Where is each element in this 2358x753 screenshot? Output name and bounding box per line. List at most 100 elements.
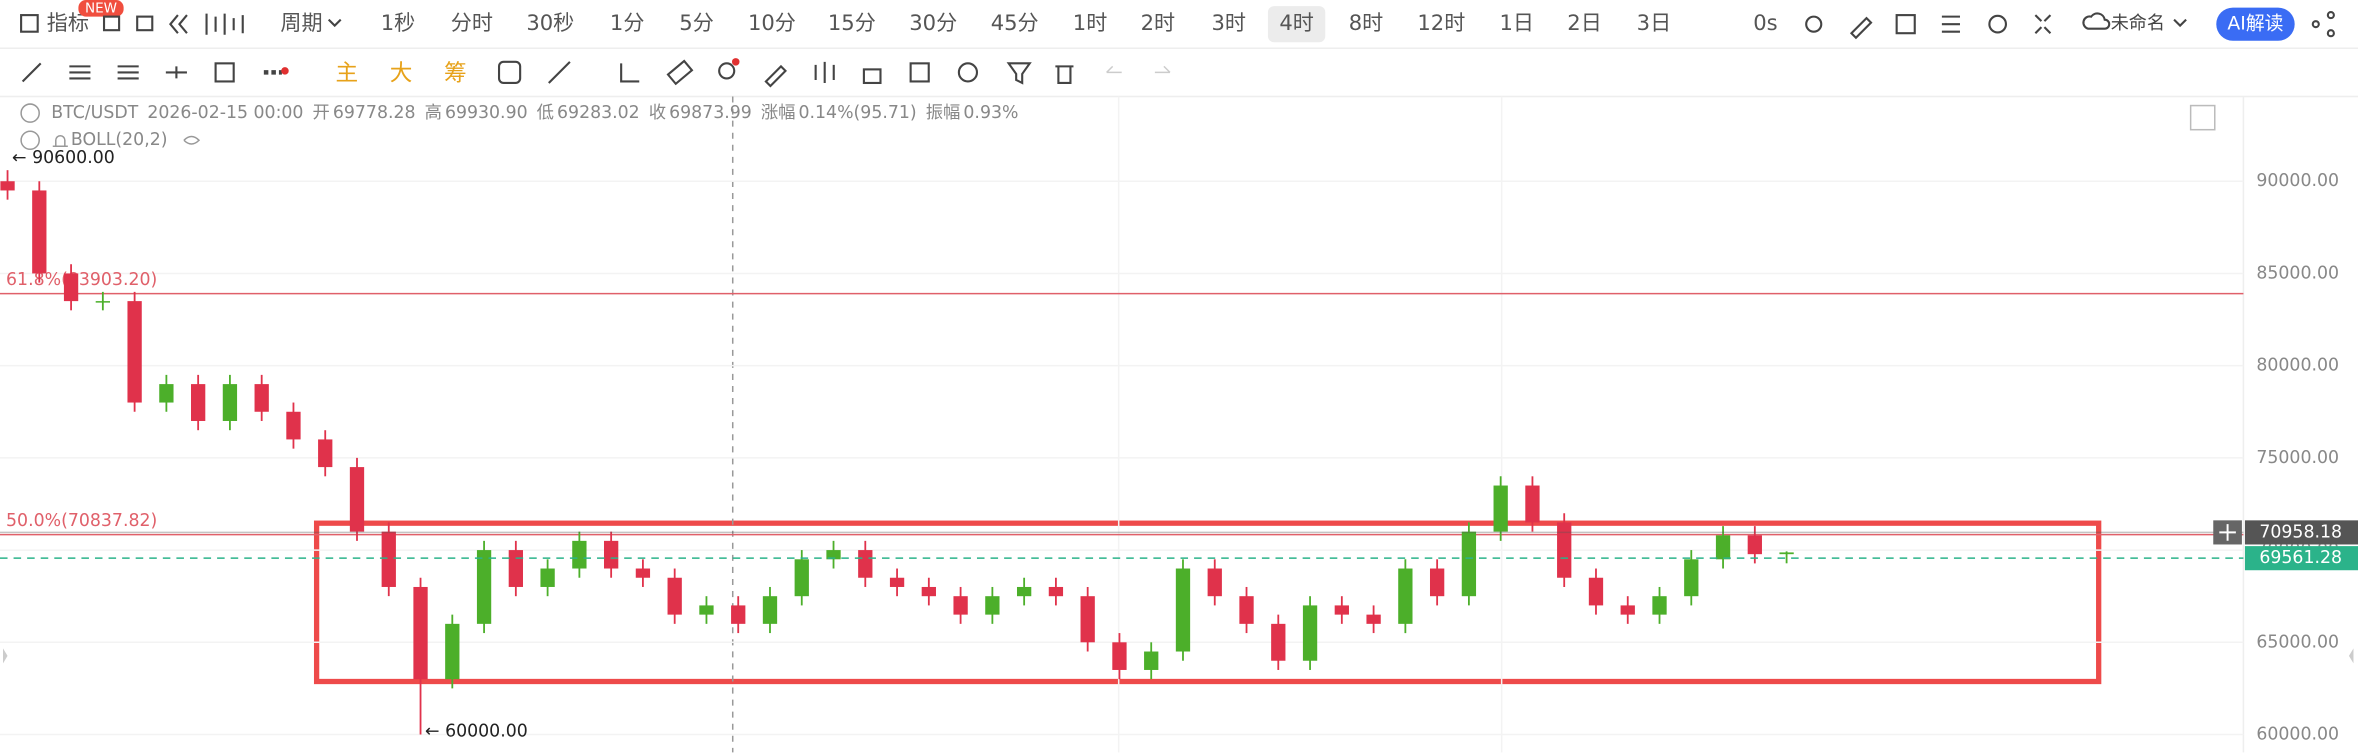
- interval-button[interactable]: 3日: [1637, 10, 1672, 35]
- icon[interactable]: [2034, 14, 2052, 34]
- period-button[interactable]: 周期: [280, 10, 322, 35]
- undo-icon[interactable]: [1106, 65, 1122, 74]
- interval-button[interactable]: 1时: [1073, 10, 1108, 35]
- tool-icon[interactable]: [862, 68, 882, 85]
- icon[interactable]: [2326, 29, 2335, 38]
- interval-button[interactable]: 2日: [1567, 10, 1602, 35]
- candle-body: [1080, 596, 1095, 643]
- candle-body: [508, 550, 523, 587]
- main-tool[interactable]: 大: [390, 60, 413, 86]
- tool-icon[interactable]: [718, 62, 736, 80]
- active-interval-bg: [1267, 6, 1326, 43]
- icon[interactable]: [205, 13, 244, 35]
- candle-body: [476, 550, 492, 624]
- icon[interactable]: [168, 14, 188, 34]
- candle-body: [1779, 552, 1794, 555]
- icon[interactable]: [102, 15, 121, 32]
- interval-button[interactable]: 2时: [1141, 10, 1176, 35]
- range-box[interactable]: [313, 520, 2102, 685]
- tool-icons: [497, 58, 1171, 88]
- candle-body: [826, 550, 841, 560]
- tool-icon[interactable]: [957, 62, 979, 83]
- ohlc-value: 69283.02: [557, 103, 640, 123]
- candle-body: [286, 411, 301, 440]
- ai-button[interactable]: AI解读: [2227, 13, 2283, 35]
- icon[interactable]: [1849, 16, 1873, 40]
- main-tool[interactable]: 主: [335, 60, 358, 86]
- icon[interactable]: [1941, 15, 1960, 33]
- icon[interactable]: [327, 18, 342, 28]
- tool-icon[interactable]: [117, 65, 139, 80]
- candle-body: [1048, 586, 1064, 597]
- interval-button[interactable]: 15分: [828, 10, 876, 35]
- icon[interactable]: [1895, 14, 1916, 35]
- icon[interactable]: [1805, 15, 1823, 33]
- visibility-icon[interactable]: [183, 135, 201, 145]
- tool-icon[interactable]: [165, 66, 187, 79]
- indicator-icon[interactable]: [20, 14, 39, 33]
- tool-icon[interactable]: [764, 64, 787, 88]
- interval-button[interactable]: 45分: [991, 10, 1039, 35]
- icon: [2082, 12, 2111, 30]
- redo-icon[interactable]: [1154, 65, 1171, 74]
- ohlc-value: 69930.90: [445, 103, 528, 123]
- candle-body: [1620, 605, 1635, 615]
- interval-button[interactable]: 30秒: [526, 10, 574, 35]
- icon[interactable]: [1988, 14, 2008, 34]
- indicator-name: BOLL(20,2): [71, 130, 168, 150]
- scroll-left[interactable]: [3, 648, 8, 664]
- ohlc-label: 收: [649, 103, 666, 123]
- interval-button[interactable]: 1秒: [381, 10, 416, 35]
- change-label: 涨幅: [761, 103, 796, 123]
- candle-body: [1366, 614, 1381, 624]
- candle-body: [1239, 596, 1254, 624]
- collapse-icon[interactable]: [20, 130, 40, 151]
- icon[interactable]: [2173, 18, 2187, 28]
- tool-icon[interactable]: [21, 62, 42, 83]
- ohlc-label: 高: [425, 103, 442, 123]
- change-value: 0.14%(95.71): [799, 103, 917, 123]
- candle-body: [1334, 605, 1349, 615]
- ohlc-value: 69778.28: [333, 103, 416, 123]
- tool-icon[interactable]: [214, 62, 235, 83]
- layout-name[interactable]: 未命名: [2111, 13, 2165, 34]
- candle-body: [572, 540, 587, 569]
- candle-body: [889, 577, 905, 587]
- tool-icon[interactable]: [69, 65, 91, 80]
- interval-button[interactable]: 8时: [1349, 10, 1384, 35]
- icon[interactable]: [2326, 11, 2335, 20]
- interval-button[interactable]: 分时: [451, 10, 493, 35]
- tool-icon[interactable]: [548, 61, 571, 84]
- interval-button[interactable]: 1分: [610, 10, 645, 35]
- scroll-right[interactable]: [2348, 648, 2354, 664]
- candle-body: [1588, 577, 1604, 606]
- amplitude-value: 0.93%: [963, 103, 1018, 123]
- tool-icon[interactable]: [814, 61, 835, 83]
- tool-icon[interactable]: [620, 63, 640, 83]
- collapse-icon[interactable]: [20, 103, 40, 123]
- expand-icon[interactable]: [2189, 104, 2216, 131]
- candle-body: [1684, 559, 1699, 597]
- interval-button[interactable]: 10分: [748, 10, 796, 35]
- tool-icon[interactable]: [666, 59, 694, 86]
- icon[interactable]: [2311, 20, 2320, 29]
- fib-label: 61.8%(83903.20): [6, 270, 157, 290]
- candle-body: [1144, 651, 1159, 670]
- interval-button[interactable]: 5分: [679, 10, 714, 35]
- interval-button[interactable]: 1日: [1499, 10, 1534, 35]
- ohlc-label: 低: [537, 103, 554, 123]
- tool-icon[interactable]: [1055, 65, 1074, 85]
- main-tool[interactable]: 筹: [444, 60, 467, 86]
- icon[interactable]: [136, 15, 154, 32]
- interval-button[interactable]: 4时: [1279, 10, 1314, 35]
- candle-body: [635, 568, 651, 578]
- ai-button-bg[interactable]: [2216, 7, 2295, 41]
- tool-icon[interactable]: [909, 62, 930, 83]
- tool-icon[interactable]: [1006, 62, 1032, 85]
- interval-button[interactable]: 3时: [1211, 10, 1246, 35]
- interval-button[interactable]: 12时: [1417, 10, 1465, 35]
- interval-button[interactable]: 30分: [909, 10, 957, 35]
- candle-body: [95, 301, 110, 303]
- tool-icon[interactable]: [497, 60, 522, 85]
